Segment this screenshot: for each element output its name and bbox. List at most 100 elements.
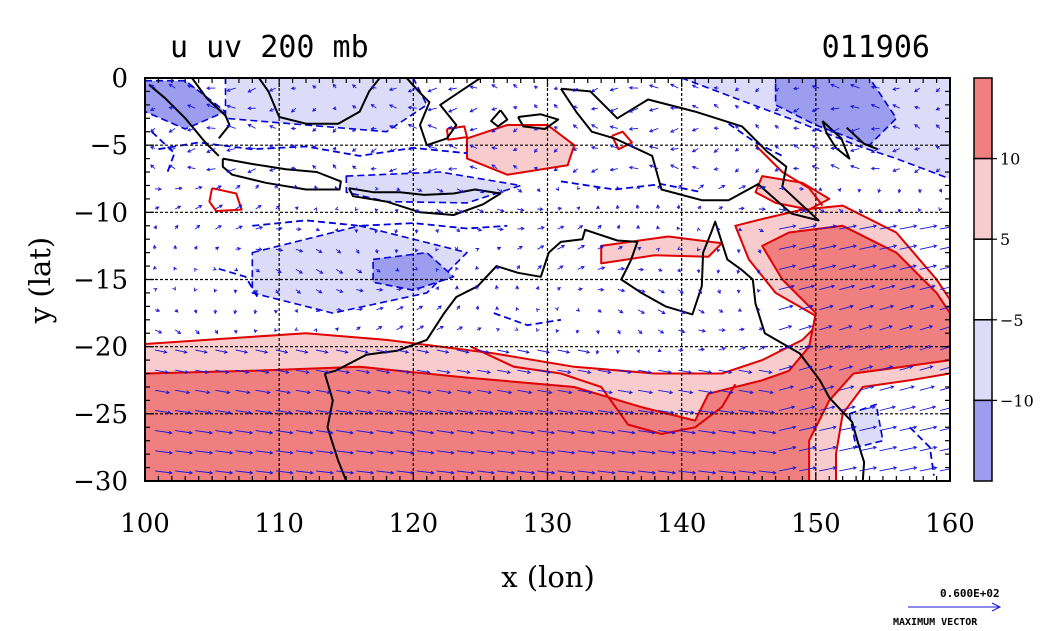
wind-vector bbox=[572, 87, 578, 92]
wind-vector-head bbox=[657, 348, 662, 352]
wind-vector-head bbox=[177, 205, 182, 210]
wind-vector bbox=[879, 284, 896, 291]
wind-vector bbox=[811, 127, 820, 132]
wind-vector bbox=[275, 226, 283, 231]
wind-vector-head bbox=[368, 410, 373, 415]
wind-vector bbox=[713, 103, 719, 109]
wind-vector bbox=[616, 186, 620, 191]
wind-vector-head bbox=[871, 284, 876, 289]
wind-vector-shaft bbox=[396, 349, 409, 353]
wind-vector-head bbox=[931, 284, 936, 289]
wind-vector-head bbox=[209, 470, 214, 475]
wind-vector-head bbox=[670, 129, 675, 133]
wind-vector bbox=[193, 287, 198, 292]
wind-vector-head bbox=[527, 370, 532, 375]
wind-vector bbox=[774, 167, 780, 172]
wind-vector-head bbox=[692, 470, 697, 475]
wind-vector-head bbox=[168, 470, 173, 475]
wind-vector bbox=[897, 208, 902, 214]
wind-vector-shaft bbox=[657, 309, 666, 314]
wind-vector bbox=[870, 85, 880, 90]
wind-vector bbox=[332, 83, 337, 89]
wind-vector bbox=[658, 410, 675, 415]
wind-vector-shaft bbox=[235, 204, 243, 210]
wind-vector-head bbox=[290, 86, 295, 91]
wind-vector-shaft bbox=[291, 107, 297, 113]
wind-vector-head bbox=[954, 467, 957, 470]
wind-vector bbox=[819, 264, 837, 270]
wind-vector-shaft bbox=[155, 349, 167, 353]
wind-vector-head bbox=[374, 208, 379, 213]
wind-vector-shaft bbox=[649, 146, 659, 149]
wind-vector-head bbox=[413, 266, 418, 271]
coastline-3 bbox=[348, 187, 502, 216]
wind-vector-shaft bbox=[573, 168, 578, 173]
wind-vector bbox=[628, 107, 639, 113]
wind-vector bbox=[914, 124, 921, 129]
wind-vector bbox=[154, 329, 163, 334]
wind-vector-shaft bbox=[448, 127, 457, 129]
wind-vector bbox=[859, 304, 875, 311]
wind-vector-head bbox=[206, 125, 211, 130]
wind-vector-head bbox=[734, 87, 739, 92]
wind-vector-head bbox=[437, 305, 442, 310]
wind-vector-shaft bbox=[839, 245, 857, 250]
wind-vector-shaft bbox=[557, 369, 571, 374]
wind-vector-head bbox=[259, 226, 264, 230]
wind-vector bbox=[609, 144, 619, 149]
wind-vector bbox=[676, 204, 681, 210]
wind-vector-head bbox=[609, 87, 614, 92]
wind-vector-head bbox=[590, 169, 596, 173]
wind-vector bbox=[877, 208, 882, 214]
wind-vector-head bbox=[189, 470, 194, 475]
wind-vector-head bbox=[789, 385, 795, 390]
wind-vector-shaft bbox=[255, 450, 273, 454]
wind-vector bbox=[255, 268, 261, 273]
wind-vector-head bbox=[491, 107, 496, 111]
wind-vector-head bbox=[212, 266, 217, 271]
wind-vector-shaft bbox=[356, 389, 371, 394]
wind-vector-head bbox=[408, 410, 413, 415]
wind-vector bbox=[656, 204, 660, 210]
wind-vector bbox=[295, 289, 301, 294]
wind-vector-head bbox=[458, 326, 464, 330]
wind-vector-head bbox=[374, 186, 379, 191]
wind-vector-head bbox=[369, 430, 375, 435]
wind-vector bbox=[678, 410, 695, 415]
wind-vector-shaft bbox=[850, 84, 860, 89]
wind-vector bbox=[935, 168, 941, 173]
wind-vector-head bbox=[508, 390, 513, 395]
wind-vector bbox=[496, 246, 502, 251]
wind-vector bbox=[376, 430, 395, 435]
wind-vector bbox=[839, 405, 856, 411]
wind-vector-head bbox=[435, 229, 439, 234]
wind-vector bbox=[515, 306, 520, 312]
wind-vector-head bbox=[475, 247, 480, 252]
wind-vector-head bbox=[721, 184, 726, 189]
wind-vector-shaft bbox=[859, 245, 877, 250]
wind-vector-shaft bbox=[389, 104, 397, 109]
wind-vector-head bbox=[616, 186, 620, 191]
wind-vector-shaft bbox=[235, 410, 252, 414]
wind-vector bbox=[155, 187, 162, 192]
wind-vector-head bbox=[269, 108, 274, 112]
wind-vector-head bbox=[852, 244, 857, 249]
wind-vector bbox=[839, 345, 852, 351]
wind-vector-shaft bbox=[295, 470, 313, 474]
wind-vector bbox=[617, 329, 621, 335]
wind-vector bbox=[275, 450, 294, 455]
wind-vector bbox=[718, 450, 737, 455]
wind-vector-head bbox=[728, 370, 733, 375]
wind-vector bbox=[153, 224, 158, 230]
y-tick-label: −20 bbox=[73, 333, 128, 363]
wind-vector-head bbox=[290, 108, 295, 113]
coastline-7 bbox=[490, 109, 509, 128]
wind-vector-shaft bbox=[396, 430, 414, 434]
wind-vector-shaft bbox=[428, 107, 437, 111]
wind-vector-head bbox=[672, 450, 676, 455]
wind-vector bbox=[734, 87, 739, 92]
wind-vector-head bbox=[742, 346, 747, 350]
wind-vector-shaft bbox=[649, 107, 659, 112]
wind-vector-shaft bbox=[517, 227, 524, 230]
wind-vector bbox=[939, 306, 950, 311]
